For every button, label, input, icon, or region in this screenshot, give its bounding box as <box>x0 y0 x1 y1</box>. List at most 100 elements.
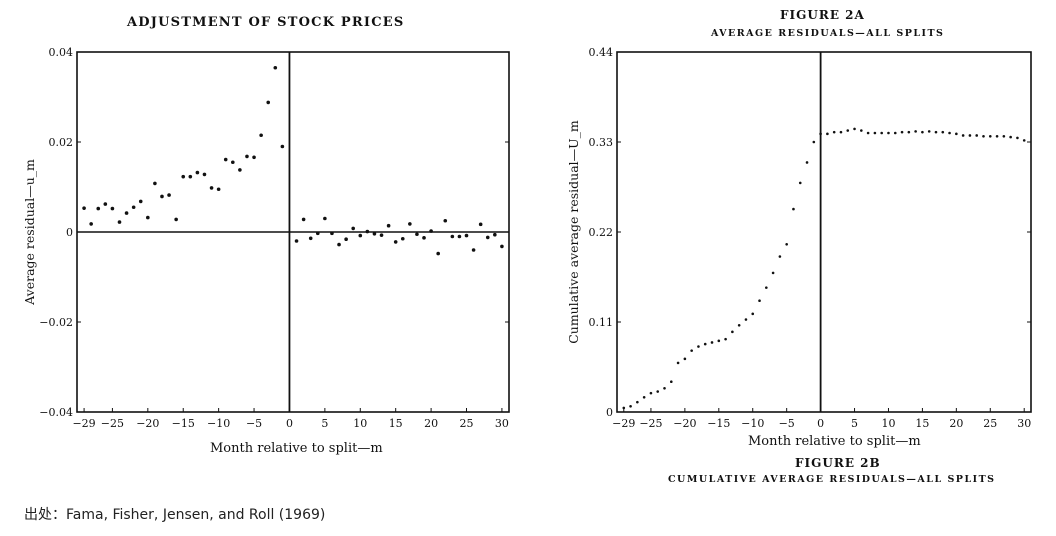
y-axis-label: Average residual—u_m <box>22 159 37 306</box>
left-x-axis-label: Month relative to split—m <box>210 441 383 456</box>
data-point <box>485 235 490 240</box>
data-point <box>948 131 951 135</box>
data-point <box>1009 135 1012 139</box>
data-point <box>308 236 313 241</box>
data-point <box>443 218 448 223</box>
data-point <box>995 134 999 138</box>
y-tick-label: 0 <box>606 406 613 419</box>
data-point <box>880 131 883 135</box>
data-point <box>656 390 660 393</box>
data-point <box>294 239 299 243</box>
y-tick-label: −0.02 <box>39 316 73 329</box>
data-point <box>146 215 150 220</box>
data-point <box>280 144 285 149</box>
data-point <box>703 342 707 346</box>
data-point <box>778 255 782 258</box>
data-point <box>683 357 687 361</box>
y-tick-label: 0.44 <box>589 46 614 59</box>
x-tick-label: 20 <box>949 417 963 430</box>
data-point <box>819 132 822 136</box>
data-point <box>690 349 693 352</box>
data-point <box>209 186 214 190</box>
data-point <box>731 330 734 334</box>
x-tick-label: 15 <box>389 417 403 430</box>
x-tick-label: −15 <box>707 417 730 430</box>
x-tick-label: 30 <box>1017 417 1031 430</box>
y-tick-label: 0 <box>66 226 73 239</box>
y-tick-label: −0.04 <box>39 406 73 419</box>
y-axis-label: Cumulative average residual—U_m <box>566 120 581 344</box>
right-x-axis-label: Month relative to split—m <box>748 434 921 449</box>
data-point <box>744 318 748 321</box>
data-point <box>805 161 809 164</box>
data-point <box>330 231 334 236</box>
right-caption-bottom: CUMULATIVE AVERAGE RESIDUALS—ALL SPLITS <box>668 474 996 485</box>
x-tick-label: 0 <box>286 417 293 430</box>
data-point <box>846 129 850 132</box>
data-point <box>785 242 788 246</box>
x-tick-label: 0 <box>817 417 824 430</box>
data-point <box>642 395 646 399</box>
data-point <box>153 181 157 186</box>
data-point <box>500 244 504 249</box>
data-point <box>737 323 741 327</box>
data-point <box>968 134 972 137</box>
data-point <box>832 130 836 134</box>
data-point <box>273 65 278 70</box>
data-point <box>181 174 186 179</box>
data-point <box>415 232 419 237</box>
data-point <box>887 131 890 135</box>
data-point <box>337 242 341 247</box>
data-point <box>1002 134 1006 138</box>
y-tick-label: 0.11 <box>589 316 614 329</box>
data-point <box>471 248 476 252</box>
data-point <box>866 131 870 135</box>
right-chart: −29 −25 −20 −15 −10 −5 0 5 10 15 20 25 30 0 0.11 0.22 0.… <box>566 46 1032 430</box>
data-point <box>676 361 680 365</box>
data-point <box>96 206 101 211</box>
data-point <box>493 232 497 237</box>
data-point <box>629 404 632 408</box>
data-point <box>873 131 877 135</box>
data-point <box>393 240 398 244</box>
data-point <box>124 211 129 215</box>
data-point <box>771 271 775 275</box>
data-point <box>131 205 136 210</box>
data-point <box>955 132 958 136</box>
data-point <box>663 386 666 390</box>
data-point <box>860 129 863 132</box>
x-tick-label: −5 <box>246 417 262 430</box>
data-point <box>117 220 122 224</box>
y-tick-label: 0.02 <box>49 136 74 149</box>
x-tick-label: −29 <box>72 417 95 430</box>
data-point <box>941 130 945 134</box>
data-point <box>195 170 200 175</box>
data-point <box>934 130 938 134</box>
x-tick-label: −5 <box>779 417 795 430</box>
data-point <box>758 299 761 303</box>
x-tick-label: 5 <box>321 417 328 430</box>
data-point <box>982 134 985 138</box>
data-point <box>710 341 714 344</box>
data-point <box>252 155 256 160</box>
data-point <box>400 236 405 241</box>
data-point <box>223 157 228 162</box>
x-tick-label: 30 <box>495 417 509 430</box>
data-point <box>975 134 979 137</box>
data-point <box>358 233 363 238</box>
left-chart: −29 −25 −20 −15 −10 −5 0 5 10 15 20 25 30 −0.04 −0.02 0… <box>22 46 510 430</box>
data-point <box>344 237 348 241</box>
x-tick-label: −15 <box>172 417 195 430</box>
data-point <box>792 207 795 211</box>
x-tick-label: 10 <box>881 417 895 430</box>
plot-frame <box>616 51 1032 413</box>
data-point <box>914 130 917 133</box>
data-point <box>110 206 115 211</box>
data-point <box>1022 139 1026 142</box>
data-point <box>853 127 856 131</box>
data-point <box>839 130 843 134</box>
data-point <box>429 229 433 233</box>
data-point <box>266 100 271 105</box>
data-point <box>188 174 193 179</box>
x-tick-label: −10 <box>207 417 230 430</box>
